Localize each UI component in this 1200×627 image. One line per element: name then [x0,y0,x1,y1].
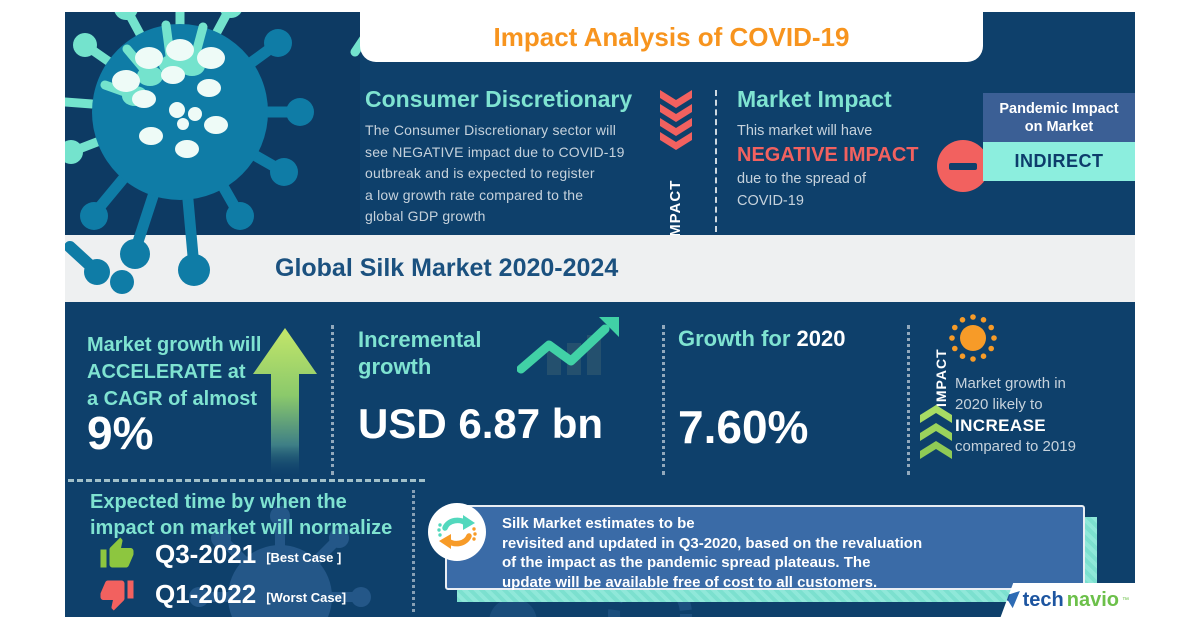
impact-2020-line1: Market growth in 2020 likely to [955,375,1066,413]
minus-circle-icon [937,140,989,192]
growth-2020-year: 2020 [796,326,846,351]
market-impact-line2: due to the spread of [737,171,866,187]
impact-vertical-label-bottom: IMPACT [933,348,949,407]
market-impact-title: Market Impact [737,86,892,112]
consumer-discretionary-body: The Consumer Discretionary sector will s… [365,122,625,224]
market-impact-body: This market will have NEGATIVE IMPACT du… [737,120,918,212]
brand-name-navio: navio [1066,588,1119,611]
cagr-text: Market growth will ACCELERATE at a CAGR … [87,334,262,410]
minus-bar [949,163,977,170]
impact-2020-text: Market growth in 2020 likely to INCREASE… [955,373,1076,457]
market-title-band: Global Silk Market 2020-2024 [65,235,1135,302]
chevrons-down-icon [660,90,692,150]
pandemic-impact-value: INDIRECT [983,142,1135,181]
growth-2020-prefix: Growth for [678,326,797,351]
page-title: Impact Analysis of COVID-19 [493,22,850,52]
note-text: Silk Market estimates to be revisited an… [502,515,923,591]
normalize-title: Expected time by when the impact on mark… [90,491,393,539]
infographic-content: Global Silk Market 2020-2024 [65,12,1135,617]
pandemic-impact-badge: Pandemic Impact on Market INDIRECT [983,93,1135,181]
worst-case-label: [Worst Case] [266,589,347,605]
virus-sun-icon [949,314,997,362]
top-section-divider [715,90,717,232]
bottom-section-divider [412,490,415,612]
pandemic-impact-label: Pandemic Impact on Market [983,93,1135,142]
thumbs-up-icon [100,537,134,568]
stats-divider-3 [907,325,910,475]
brand-trademark: ™ [1122,596,1129,604]
market-impact-line1: This market will have [737,123,873,139]
growth-2020-value: 7.60% [678,401,809,453]
coronavirus-illustration-icon [65,12,375,294]
consumer-discretionary-title: Consumer Discretionary [365,86,633,112]
technavio-logo[interactable]: tech navio ™ [1000,583,1135,617]
cagr-value: 9% [87,407,154,459]
market-title: Global Silk Market 2020-2024 [275,254,619,282]
worst-case-row: Q1-2022 [Worst Case] [97,576,346,612]
incremental-growth-title: Incremental growth [358,327,482,379]
best-case-row: Q3-2021 [Best Case ] [97,536,341,572]
worst-case-value: Q1-2022 [155,578,257,609]
refresh-arrows-icon [428,503,486,561]
brand-name-tech: tech [1022,588,1064,611]
stats-divider-1 [331,325,334,475]
incremental-growth-value: USD 6.87 bn [358,400,604,447]
chevrons-up-icon [920,405,952,459]
market-impact-highlight: NEGATIVE IMPACT [737,144,919,166]
top-banner: Impact Analysis of COVID-19 [360,12,983,62]
thumbs-down-icon [100,580,134,611]
impact-2020-highlight: INCREASE [955,416,1047,435]
up-arrow-icon [253,328,317,478]
note-box: Silk Market estimates to be revisited an… [445,505,1085,591]
growth-2020-title: Growth for 2020 [678,326,846,352]
trend-up-icon [517,317,619,375]
best-case-label: [Best Case ] [266,549,342,565]
impact-2020-line2: compared to 2019 [955,438,1076,455]
impact-vertical-label-top: IMPACT [667,179,684,242]
best-case-value: Q3-2021 [155,538,257,569]
stats-divider-2 [662,325,665,475]
horizontal-dashed-divider [68,479,425,482]
market-impact-line3: COVID-19 [737,193,804,209]
